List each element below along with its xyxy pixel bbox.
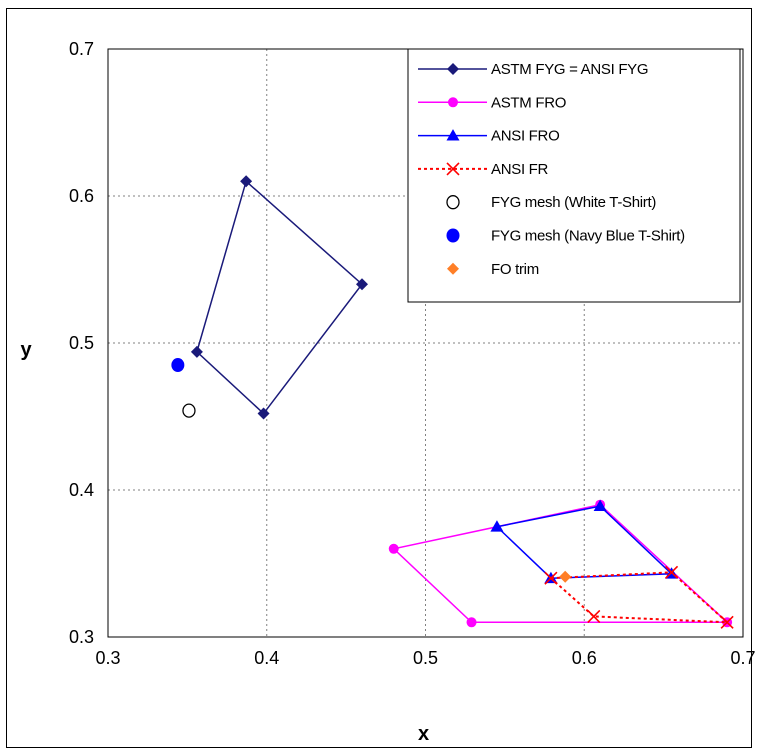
legend-item: ANSI FRO [418, 128, 560, 145]
y-tick-label: 0.7 [69, 39, 94, 59]
diamond-marker [240, 175, 253, 188]
triangle-marker [593, 499, 607, 512]
circle-marker [448, 97, 458, 108]
grid-lines [108, 49, 743, 637]
legend-label: ASTM FYG = ANSI FYG [491, 61, 648, 78]
x-marker [587, 609, 601, 623]
legend-item: FO trim [447, 261, 539, 278]
legend-item: FYG mesh (Navy Blue T-Shirt) [446, 228, 685, 245]
circle-marker [466, 617, 477, 628]
series-line [496, 505, 674, 579]
series-4 [544, 565, 734, 629]
y-axis-title: y [20, 339, 32, 361]
legend-item: ANSI FR [418, 161, 549, 178]
x-tick-label: 0.3 [95, 648, 120, 668]
series-7 [559, 570, 572, 583]
y-tick-label: 0.6 [69, 186, 94, 206]
x-tick-label: 0.5 [413, 648, 438, 668]
legend-label: FYG mesh (White T-Shirt) [491, 194, 656, 211]
triangle-marker [446, 129, 460, 141]
series-line [392, 503, 730, 624]
x-axis-title: x [418, 723, 429, 745]
series-line [196, 180, 364, 415]
x-tick-label: 0.7 [730, 648, 755, 668]
y-tick-label: 0.4 [69, 480, 94, 500]
diamond-marker [356, 278, 368, 291]
filled-circle-marker [446, 228, 460, 243]
legend-label: ANSI FRO [491, 128, 559, 145]
y-tick-label: 0.3 [69, 627, 94, 647]
legend-label: ANSI FR [491, 161, 549, 178]
x-tick-label: 0.6 [572, 648, 597, 668]
series-line [550, 571, 730, 624]
diamond-marker [447, 63, 459, 75]
legend: ASTM FYG = ANSI FYG ASTM FRO ANSI FRO ANSI … [407, 48, 741, 303]
diamond-marker [257, 407, 270, 420]
x-tick-label: 0.4 [254, 648, 279, 668]
diamond-marker [447, 262, 459, 275]
diamond-marker [559, 570, 572, 583]
legend-label: FYG mesh (Navy Blue T-Shirt) [491, 228, 685, 245]
y-tick-label: 0.5 [69, 333, 94, 353]
series-layer [171, 175, 734, 629]
series-1 [190, 175, 368, 420]
series-5 [182, 403, 196, 418]
legend-item: ASTM FRO [418, 94, 566, 111]
legend-box [407, 48, 741, 303]
x-marker [544, 571, 558, 585]
open-circle-marker [446, 195, 460, 210]
open-circle-marker [182, 403, 196, 418]
legend-label: ASTM FRO [491, 94, 566, 111]
tick-labels: 0.3 0.4 0.5 0.6 0.7 0.3 0.4 0.5 0.6 0.7 [69, 39, 756, 668]
triangle-marker [490, 520, 504, 532]
diamond-marker [190, 345, 203, 358]
x-marker [446, 162, 460, 176]
x-marker [720, 615, 734, 629]
series-6 [171, 358, 185, 373]
legend-item: ASTM FYG = ANSI FYG [418, 61, 649, 78]
x-marker [664, 565, 679, 579]
series-2 [388, 499, 733, 628]
legend-item: FYG mesh (White T-Shirt) [446, 194, 657, 211]
legend-label: FO trim [491, 261, 539, 278]
filled-circle-marker [171, 358, 185, 373]
circle-marker [388, 543, 399, 554]
